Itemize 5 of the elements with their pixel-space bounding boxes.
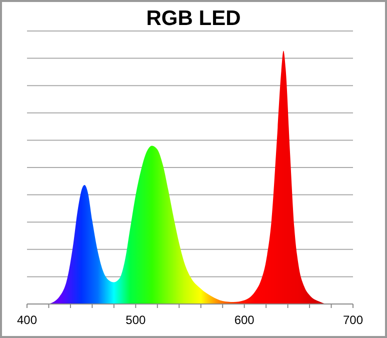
chart-title: RGB LED — [146, 7, 241, 30]
x-tick-label: 600 — [234, 313, 255, 327]
x-tick-label: 700 — [342, 313, 364, 327]
x-tick-label: 500 — [126, 313, 146, 327]
x-tick-label: 400 — [16, 313, 38, 327]
